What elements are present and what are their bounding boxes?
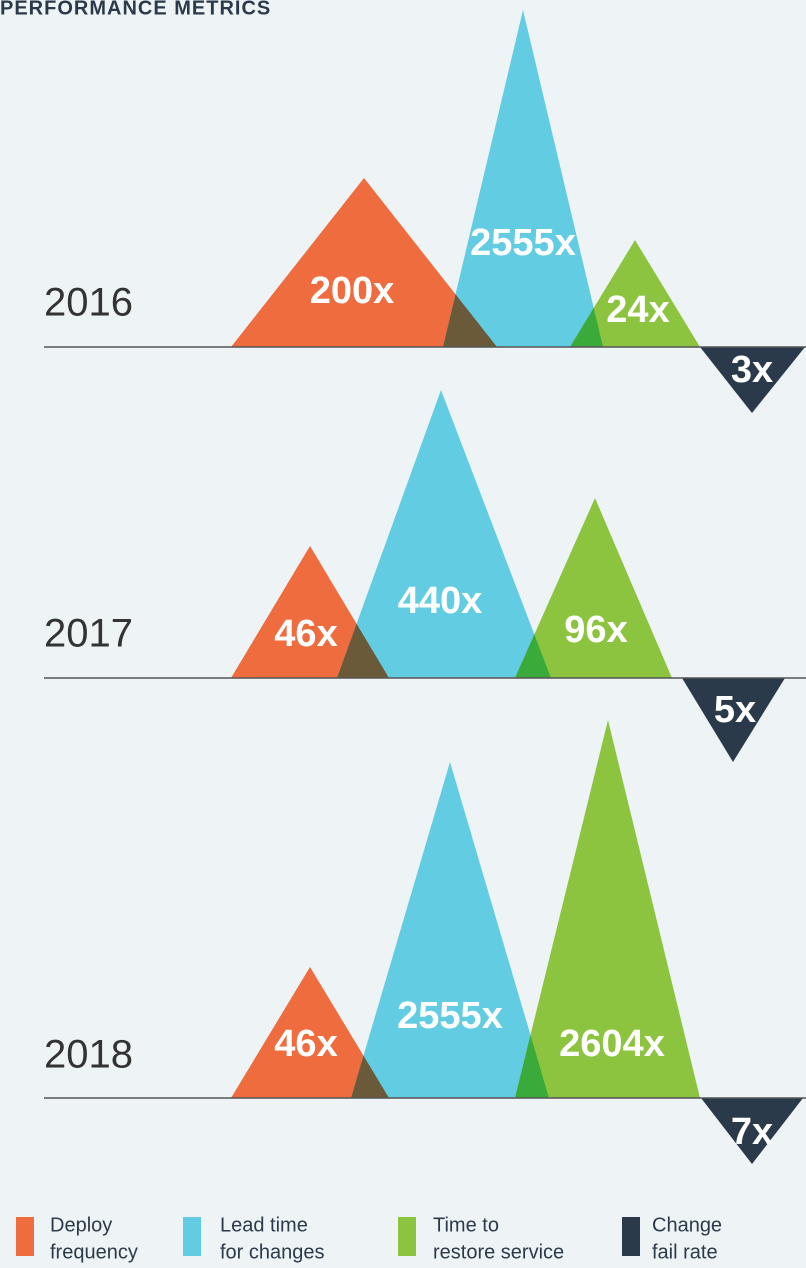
- metric-label: 2555x: [470, 222, 576, 264]
- legend-swatch: [16, 1217, 34, 1256]
- metric-triangle: [515, 720, 700, 1098]
- legend-swatch: [622, 1217, 640, 1256]
- legend-text: for changes: [220, 1241, 325, 1263]
- metric-triangle: [351, 762, 549, 1098]
- metric-label: 46x: [274, 1023, 337, 1065]
- metric-label: 440x: [398, 580, 483, 622]
- metric-triangle: [515, 498, 672, 678]
- metric-triangle: [443, 10, 603, 347]
- metric-triangle: [231, 178, 497, 347]
- metric-label: 96x: [564, 609, 627, 651]
- year-label: 2016: [44, 281, 133, 325]
- metric-triangle: [231, 967, 389, 1098]
- legend-swatch: [398, 1217, 416, 1256]
- metric-label: 200x: [310, 270, 395, 312]
- metric-triangle: [700, 347, 805, 413]
- metric-triangle: [701, 1098, 803, 1164]
- metric-label: 2555x: [397, 995, 503, 1037]
- legend-text: frequency: [50, 1241, 138, 1263]
- legend-text: Lead time: [220, 1214, 308, 1236]
- legend-text: fail rate: [652, 1241, 718, 1263]
- metric-label: 7x: [731, 1111, 773, 1153]
- metric-triangle: [570, 240, 700, 347]
- legend-text: Deploy: [50, 1214, 112, 1236]
- legend-text: Time to: [433, 1214, 499, 1236]
- year-label: 2018: [44, 1033, 133, 1077]
- legend-swatch: [183, 1217, 201, 1256]
- legend-text: Change: [652, 1214, 722, 1236]
- metric-triangle: [682, 678, 785, 762]
- metric-label: 24x: [606, 289, 669, 331]
- title: PERFORMANCE METRICS: [0, 0, 271, 19]
- metric-label: 3x: [731, 349, 773, 391]
- metric-label: 46x: [274, 613, 337, 655]
- year-label: 2017: [44, 612, 133, 656]
- legend-text: restore service: [433, 1241, 564, 1263]
- metric-label: 2604x: [559, 1023, 665, 1065]
- metric-label: 5x: [714, 689, 756, 731]
- metric-triangle: [337, 390, 551, 678]
